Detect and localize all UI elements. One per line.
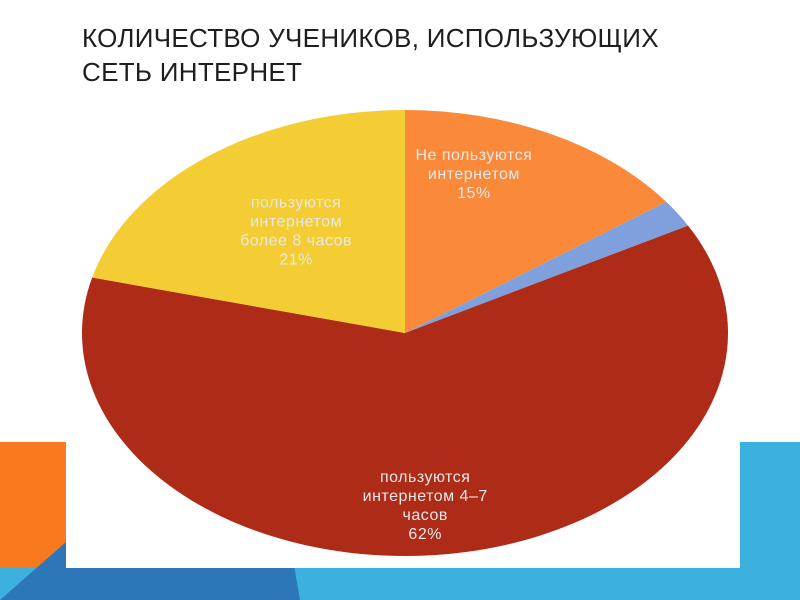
slice-label-line: интернетом	[250, 213, 342, 230]
slice-label-line: более 8 часов	[240, 232, 352, 249]
slice-label-line: 21%	[279, 251, 313, 268]
slice-label-line: часов	[403, 507, 448, 524]
slice-label-1: Не пользуются интернетом 15%	[415, 147, 532, 202]
slice-label-line: пользуются	[251, 194, 342, 211]
page-title: КОЛИЧЕСТВО УЧЕНИКОВ, ИСПОЛЬЗУЮЩИХ СЕТЬ И…	[82, 21, 659, 89]
title-line-2: СЕТЬ ИНТЕРНЕТ	[82, 57, 303, 87]
pie-slice-1	[405, 110, 667, 333]
slice-label-3: пользуются интернетом 4–7 часов 62%	[363, 469, 488, 543]
slice-label-line: интернетом 4–7	[363, 488, 488, 505]
slice-label-line: пользуются	[380, 469, 471, 486]
slice-label-line: 62%	[408, 526, 442, 543]
pie-slice-4	[92, 110, 406, 333]
slice-label-line: интернетом	[428, 166, 520, 183]
pie-chart: Не пользуются интернетом 15% пользуются инте…	[82, 110, 729, 556]
slice-label-line: 15%	[457, 185, 491, 202]
slice-label-line: Не пользуются	[415, 147, 532, 164]
title-line-1: КОЛИЧЕСТВО УЧЕНИКОВ, ИСПОЛЬЗУЮЩИХ	[82, 23, 659, 53]
pie-slice-2	[405, 201, 689, 333]
pie-slice-3	[82, 225, 729, 556]
slice-label-4: пользуются интернетом более 8 часов 21%	[240, 194, 352, 268]
